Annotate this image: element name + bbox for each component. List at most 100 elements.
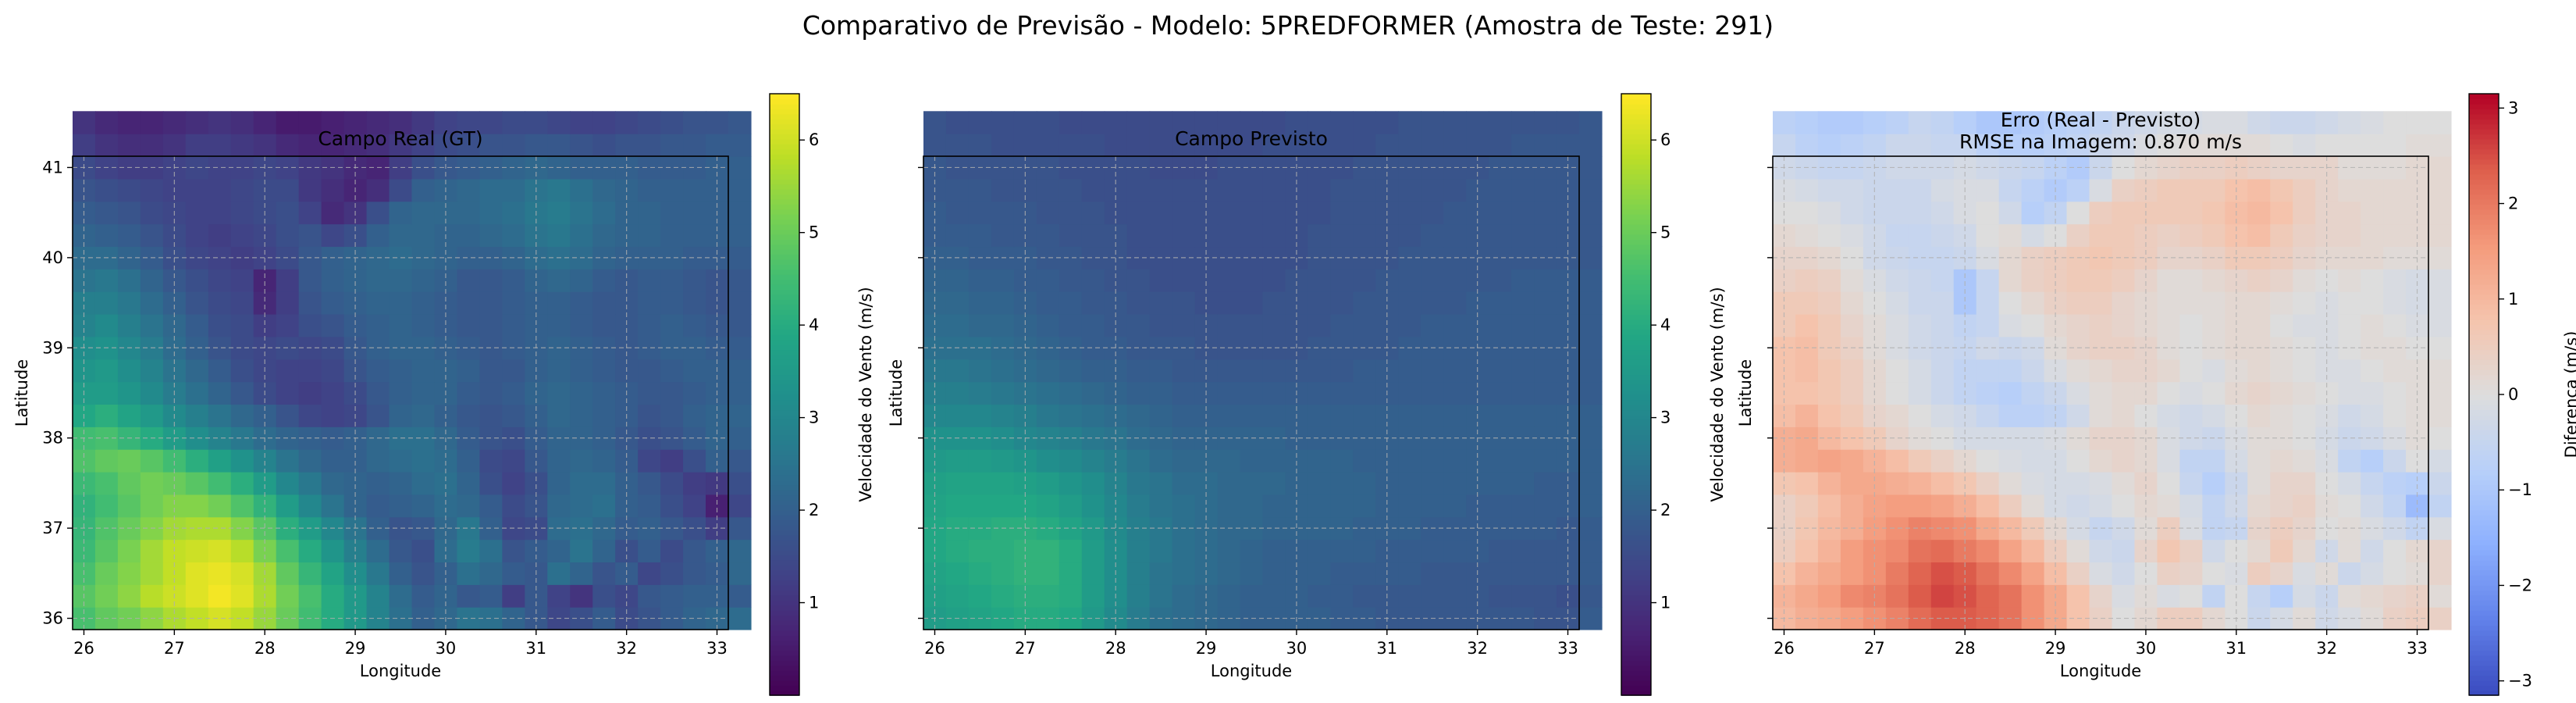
y-tick-label: 39 <box>42 338 63 357</box>
heatmap-cell <box>525 134 548 157</box>
heatmap-cell <box>276 404 300 427</box>
heatmap-cell <box>434 291 458 315</box>
heatmap-cell <box>2179 336 2203 360</box>
heatmap-cell <box>1081 178 1105 202</box>
colorbar-segment <box>1621 650 1651 656</box>
heatmap-cell <box>1421 494 1444 518</box>
heatmap-cell <box>2179 472 2203 495</box>
heatmap-cell <box>502 494 525 518</box>
heatmap-cell <box>1194 494 1219 518</box>
heatmap-cell <box>162 494 187 518</box>
heatmap-cell <box>276 201 300 225</box>
colorbar-segment <box>1621 209 1651 215</box>
colorbar-segment <box>2469 374 2499 380</box>
heatmap-cell <box>1330 516 1354 541</box>
heatmap-cell <box>2338 494 2361 518</box>
heatmap-cell <box>1036 381 1060 405</box>
heatmap-cell <box>1795 223 1819 248</box>
heatmap-cell <box>1885 516 1909 541</box>
colorbar-segment <box>1621 304 1651 310</box>
colorbar-segment <box>770 173 799 180</box>
heatmap-cell <box>1840 134 1864 157</box>
heatmap-cell <box>2112 223 2136 248</box>
heatmap-cell <box>638 449 661 473</box>
heatmap-cell <box>1998 359 2023 383</box>
heatmap-cell <box>592 178 616 202</box>
heatmap-cell <box>2179 156 2203 180</box>
heatmap-cell <box>1036 516 1060 541</box>
heatmap-cell <box>1885 269 1909 292</box>
x-tick-label: 33 <box>706 639 728 658</box>
colorbar-segment <box>1621 499 1651 505</box>
colorbar-segment <box>2469 499 2499 505</box>
colorbar-segment <box>2469 138 2499 145</box>
heatmap-cell <box>94 134 119 157</box>
heatmap-cell <box>1773 314 1796 337</box>
heatmap-cell <box>185 562 209 585</box>
heatmap-cell <box>208 269 232 292</box>
heatmap-cell <box>660 223 684 248</box>
heatmap-cell <box>1443 404 1467 427</box>
colorbar-segment <box>1621 179 1651 185</box>
heatmap-cell <box>1795 584 1819 608</box>
heatmap-cell <box>638 111 661 134</box>
heatmap-cell <box>547 381 571 405</box>
heatmap-cell <box>389 494 413 518</box>
heatmap-cell <box>683 246 706 269</box>
heatmap-cell <box>1308 291 1331 315</box>
x-tick-label: 32 <box>2316 639 2337 658</box>
heatmap-cell <box>2361 156 2384 180</box>
heatmap-cell <box>2383 269 2407 292</box>
heatmap-cell <box>683 201 706 225</box>
heatmap-cell <box>1421 381 1444 405</box>
heatmap-cell <box>185 381 209 405</box>
heatmap-cell <box>1817 223 1841 248</box>
heatmap-cell <box>1795 449 1819 473</box>
heatmap-cell <box>1840 494 1864 518</box>
colorbar-segment <box>1621 219 1651 225</box>
heatmap-cell <box>2361 607 2384 630</box>
heatmap-cell <box>2021 539 2045 563</box>
heatmap-cell <box>547 291 571 315</box>
colorbar-segment <box>2469 464 2499 471</box>
heatmap-cell <box>2157 156 2180 180</box>
heatmap-cell <box>728 494 752 518</box>
heatmap-cell <box>1036 111 1060 134</box>
heatmap-cell <box>253 472 277 495</box>
heatmap-cell <box>570 359 593 383</box>
heatmap-cell <box>706 111 729 134</box>
colorbar-segment <box>2469 294 2499 300</box>
heatmap-cell <box>547 449 571 473</box>
colorbar-segment <box>770 244 799 250</box>
colorbar-segment <box>2469 94 2499 100</box>
colorbar-segment <box>770 669 799 676</box>
heatmap-cell <box>1353 223 1376 248</box>
heatmap-cell <box>547 134 571 157</box>
heatmap-cell <box>1375 494 1399 518</box>
heatmap-cell <box>728 426 752 450</box>
heatmap-cell <box>1443 223 1467 248</box>
heatmap-cell <box>2270 291 2293 315</box>
heatmap-cell <box>1262 111 1286 134</box>
heatmap-cell <box>1081 359 1105 383</box>
heatmap-cell <box>2247 269 2271 292</box>
heatmap-cell <box>1330 607 1354 630</box>
heatmap-cell <box>1421 539 1444 563</box>
colorbar-segment <box>770 600 799 606</box>
heatmap-cell <box>1817 494 1841 518</box>
colorbar-segment <box>1621 494 1651 501</box>
heatmap-cell <box>1953 472 1977 495</box>
colorbar-segment <box>770 98 799 105</box>
heatmap-cell <box>2293 539 2316 563</box>
heatmap-cell <box>2112 584 2136 608</box>
heatmap-cell <box>73 111 96 134</box>
heatmap-cell <box>2406 134 2429 157</box>
heatmap-cell <box>1353 134 1376 157</box>
colorbar-segment <box>1621 544 1651 551</box>
heatmap-cell <box>1172 111 1196 134</box>
heatmap-cell <box>2293 404 2316 427</box>
colorbar-segment <box>770 429 799 436</box>
colorbar-segment <box>1621 173 1651 180</box>
heatmap-cell <box>2293 472 2316 495</box>
heatmap-cell <box>411 246 436 269</box>
